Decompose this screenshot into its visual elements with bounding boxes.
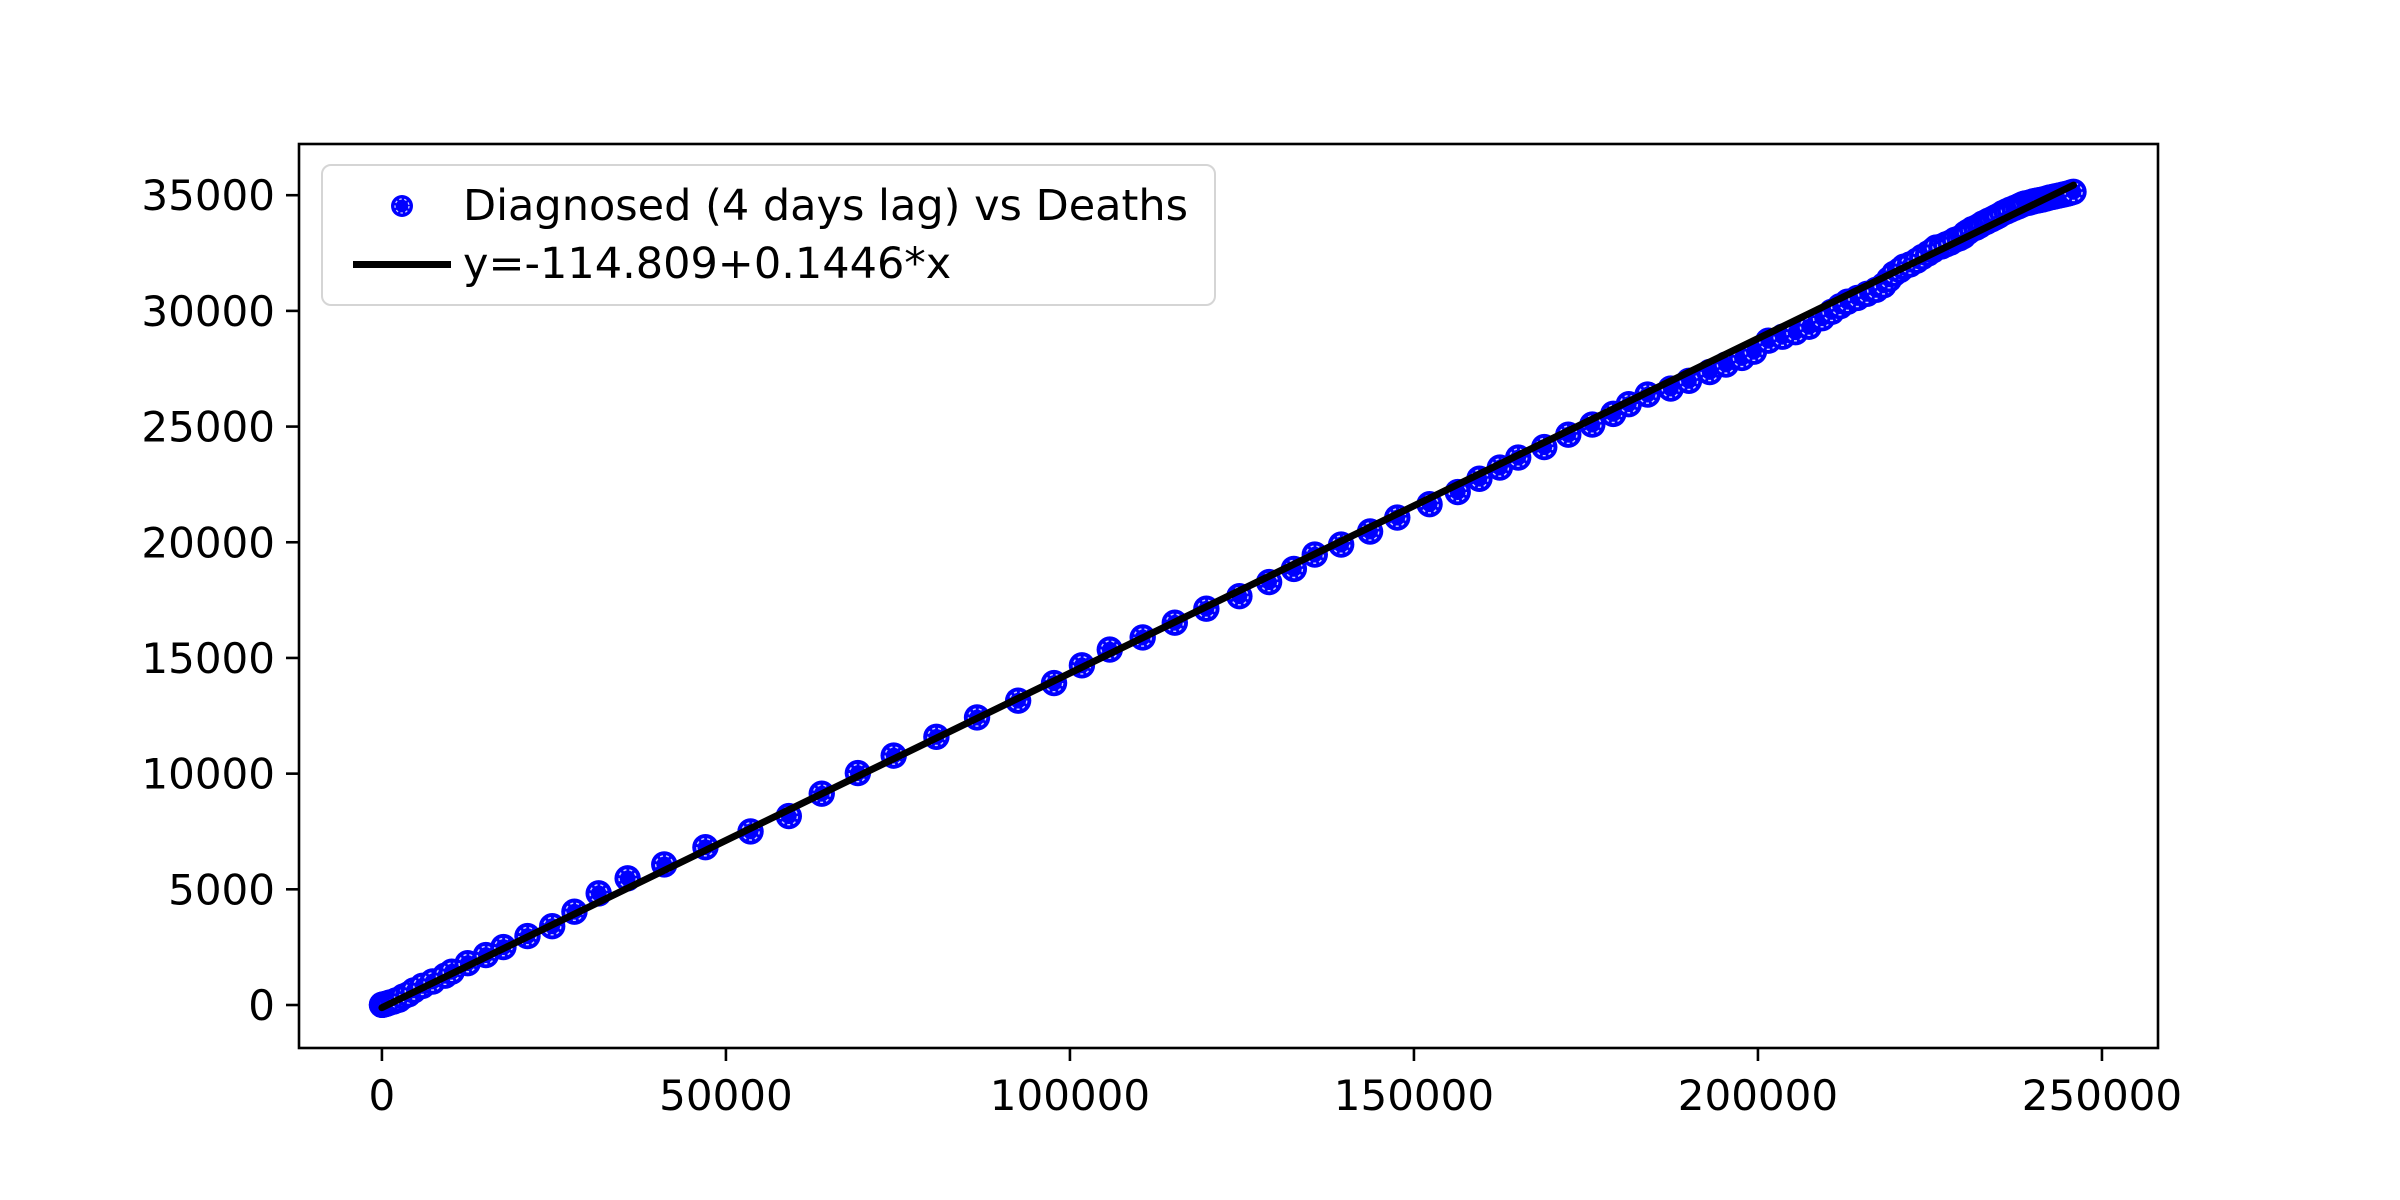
legend-line-marker-icon bbox=[341, 260, 463, 268]
y-tick-label: 35000 bbox=[141, 171, 275, 220]
axes-layer bbox=[297, 142, 2160, 1050]
x-axis-ticks: 0 50000 100000 150000 200000 250000 bbox=[369, 1048, 2182, 1120]
x-tick-label: 0 bbox=[369, 1071, 396, 1120]
x-tick-label: 100000 bbox=[990, 1071, 1150, 1120]
scatter-point-inner-ring bbox=[812, 784, 832, 803]
plot-spines bbox=[297, 142, 2160, 1050]
y-tick-label: 10000 bbox=[141, 750, 275, 799]
x-tick-label: 250000 bbox=[2022, 1071, 2182, 1120]
x-tick-label: 200000 bbox=[1678, 1071, 1838, 1120]
line-marker-icon bbox=[353, 260, 451, 268]
x-tick-label: 50000 bbox=[659, 1071, 793, 1120]
y-tick-label: 30000 bbox=[141, 287, 275, 336]
y-tick-label: 25000 bbox=[141, 403, 275, 452]
legend-label-scatter: Diagnosed (4 days lag) vs Deaths bbox=[463, 181, 1189, 231]
fit-line-layer bbox=[378, 181, 2077, 1012]
y-tick-label: 20000 bbox=[141, 518, 275, 567]
scatter-point-inner-ring bbox=[1679, 371, 1699, 391]
legend-label-fit-line: y=-114.809+0.1446*x bbox=[463, 239, 952, 289]
legend-scatter-marker-icon bbox=[341, 189, 463, 223]
legend-entry-scatter: Diagnosed (4 days lag) vs Deaths bbox=[341, 178, 1188, 234]
y-tick-label: 15000 bbox=[141, 634, 275, 683]
y-axis-ticks: 0 5000 10000 15000 20000 25000 30000 35000 bbox=[141, 171, 299, 1030]
y-tick-label: 0 bbox=[248, 981, 275, 1030]
legend-entry-fit-line: y=-114.809+0.1446*x bbox=[341, 236, 1188, 292]
y-tick-label: 5000 bbox=[168, 865, 275, 914]
circle-marker-icon bbox=[391, 195, 413, 217]
x-tick-label: 150000 bbox=[1334, 1071, 1494, 1120]
fit-line bbox=[378, 181, 2077, 1012]
legend: Diagnosed (4 days lag) vs Deaths y=-114.… bbox=[321, 164, 1217, 306]
